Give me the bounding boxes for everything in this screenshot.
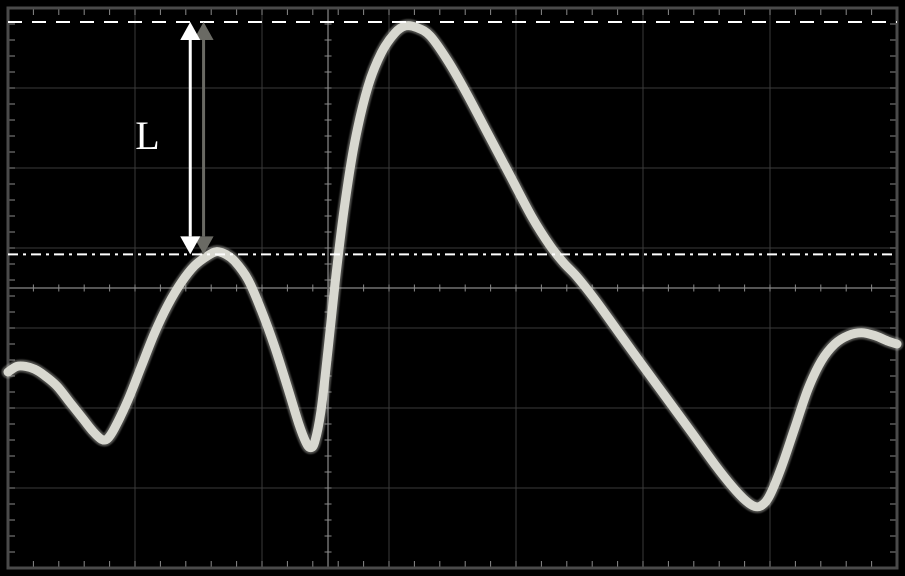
oscilloscope-display: L	[0, 0, 905, 576]
scope-canvas	[0, 0, 905, 576]
amplitude-label: L	[135, 112, 159, 159]
